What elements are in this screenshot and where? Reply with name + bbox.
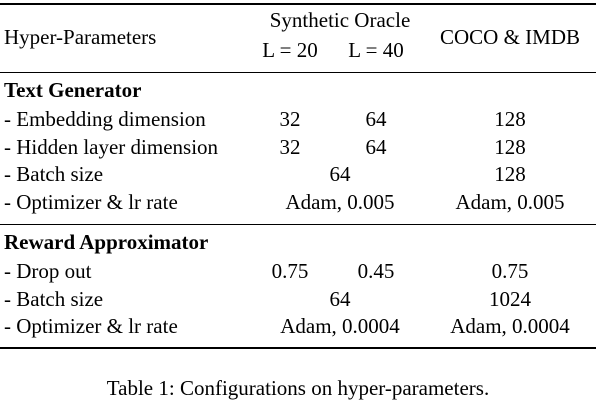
cell-coco: 0.75	[491, 259, 529, 283]
cell-synthetic: 64	[329, 287, 351, 311]
row-label: - Batch size	[4, 162, 104, 186]
cell-coco: Adam, 0.0004	[450, 314, 570, 338]
header-coco-imdb: COCO & IMDB	[439, 25, 581, 49]
table-caption: Table 1: Configurations on hyper-paramet…	[106, 376, 490, 400]
cell-synthetic: Adam, 0.0004	[280, 314, 400, 338]
cell-coco: 128	[494, 107, 526, 131]
header-l40: L = 40	[348, 38, 404, 62]
table-top-rule	[0, 3, 596, 5]
row-label: - Optimizer & lr rate	[4, 190, 178, 214]
cell-l40: 0.45	[357, 259, 395, 283]
section-rule	[0, 224, 596, 225]
cell-l20: 32	[279, 135, 301, 159]
row-label: - Hidden layer dimension	[4, 135, 219, 159]
row-label: - Drop out	[4, 259, 92, 283]
row-label: - Embedding dimension	[4, 107, 206, 131]
cell-synthetic: 64	[329, 162, 351, 186]
cell-l20: 0.75	[271, 259, 309, 283]
header-l20: L = 20	[262, 38, 318, 62]
cell-coco: 1024	[489, 287, 531, 311]
cell-coco: Adam, 0.005	[455, 190, 565, 214]
row-label: - Optimizer & lr rate	[4, 314, 178, 338]
cell-synthetic: Adam, 0.005	[285, 190, 395, 214]
header-rule	[0, 72, 596, 73]
cell-coco: 128	[494, 162, 526, 186]
row-label: - Batch size	[4, 287, 104, 311]
cell-l20: 32	[279, 107, 301, 131]
cell-l40: 64	[365, 135, 387, 159]
header-hyper-parameters: Hyper-Parameters	[4, 25, 157, 49]
table-bottom-rule	[0, 347, 596, 349]
section-title-reward-approximator: Reward Approximator	[4, 230, 209, 254]
cell-coco: 128	[494, 135, 526, 159]
header-synthetic-oracle: Synthetic Oracle	[269, 8, 411, 32]
cell-l40: 64	[365, 107, 387, 131]
section-title-text-generator: Text Generator	[4, 78, 142, 102]
